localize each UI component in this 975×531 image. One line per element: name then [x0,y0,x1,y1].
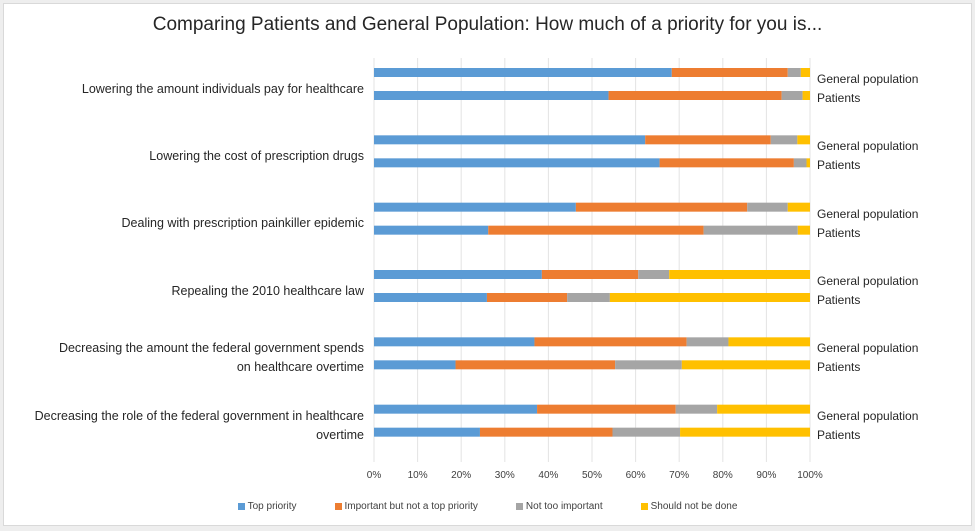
bar-segment-top-priority [374,427,480,437]
bar-segment-important-but-not-a-top-priority [575,202,748,212]
series-label: General population [817,341,919,356]
legend-swatch [515,503,523,510]
series-label: General population [817,408,919,423]
bar-segment-top-priority [374,135,646,145]
bar-segment-top-priority [374,360,456,370]
x-tick-label: 80% [712,470,733,481]
x-tick-label: 50% [581,470,603,481]
bar-segment-important-but-not-a-top-priority [479,427,613,437]
x-tick-label: 0% [366,470,382,481]
series-label: Patients [817,293,861,307]
bar-segment-should-not-be-done [728,337,810,347]
legend-swatch [237,503,245,510]
bar-segment-not-too-important [793,158,807,168]
series-label: Patients [817,427,861,442]
x-tick-label: 70% [669,470,690,481]
bar-segment-should-not-be-done [806,158,810,168]
x-tick-label: 30% [494,470,515,481]
legend-item: Top priority [237,501,297,512]
legend-swatch [334,503,342,510]
bar-segment-should-not-be-done [802,91,810,100]
bar-segment-should-not-be-done [609,293,810,302]
series-label: Patients [817,91,861,105]
bar-segment-top-priority [374,270,542,279]
bar-segment-top-priority [374,202,576,212]
category-label: Decreasing the amount the federal govern… [58,341,364,375]
bar-segment-important-but-not-a-top-priority [486,293,568,302]
bar-segment-should-not-be-done [787,202,810,212]
bar-segment-not-too-important [612,427,681,437]
bar-segment-top-priority [374,337,535,347]
bar-segment-important-but-not-a-top-priority [645,135,771,145]
x-tick-label: 10% [407,470,428,481]
bar-segment-important-but-not-a-top-priority [671,68,788,77]
series-label: General population [817,139,919,154]
x-tick-label: 90% [756,470,777,481]
bar-segment-top-priority [374,293,487,302]
x-tick-label: 100% [797,470,823,481]
bar-segment-not-too-important [675,404,718,414]
category-label: Repealing the 2010 healthcare law [171,283,365,298]
series-label: Patients [817,158,861,173]
bar-segment-important-but-not-a-top-priority [534,337,687,347]
chart-legend: Top priority Important but not a top prio… [0,501,975,512]
bar-segment-top-priority [374,68,672,77]
bar-segment-should-not-be-done [797,135,810,145]
category-label: Lowering the cost of prescription drugs [149,148,364,163]
legend-label: Should not be done [650,501,738,512]
category-label: Dealing with prescription painkiller epi… [121,216,364,231]
legend-item: Important but not a top priority [334,501,478,512]
bar-segment-important-but-not-a-top-priority [541,270,639,279]
bar-segment-not-too-important [615,360,682,370]
bar-segment-should-not-be-done [797,225,810,235]
x-tick-label: 40% [538,470,559,481]
bar-segment-should-not-be-done [717,404,810,414]
legend-label: Top priority [247,501,297,512]
bar-segment-not-too-important [747,202,788,212]
bar-segment-top-priority [374,404,538,414]
series-label: Patients [817,225,861,240]
bar-segment-top-priority [374,158,660,168]
bar-segment-important-but-not-a-top-priority [537,404,676,414]
bar-segment-not-too-important [703,225,798,235]
category-label: Lowering the amount individuals pay for … [81,81,364,96]
bar-segment-should-not-be-done [681,360,810,370]
legend-item: Should not be done [640,501,738,512]
series-label: General population [817,72,919,86]
series-label: General population [817,206,919,221]
category-label: Decreasing the role of the federal gover… [34,408,364,442]
bar-segment-not-too-important [787,68,801,77]
series-label: General population [817,274,919,288]
bar-segment-should-not-be-done [680,427,810,437]
bar-segment-not-too-important [781,91,803,100]
bar-segment-top-priority [374,225,489,235]
bar-segment-not-too-important [638,270,670,279]
legend-item: Not too important [515,501,603,512]
legend-label: Important but not a top priority [344,501,478,512]
bar-segment-important-but-not-a-top-priority [455,360,616,370]
bar-segment-not-too-important [770,135,798,145]
series-label: Patients [817,360,861,375]
legend-label: Not too important [525,501,603,512]
bar-segment-should-not-be-done [800,68,810,77]
bar-segment-important-but-not-a-top-priority [608,91,782,100]
bar-segment-important-but-not-a-top-priority [659,158,794,168]
bar-segment-should-not-be-done [669,270,810,279]
bar-segment-important-but-not-a-top-priority [488,225,704,235]
x-tick-label: 60% [625,470,646,481]
chart-title: Comparing Patients and General Populatio… [152,14,823,35]
x-tick-label: 20% [451,470,472,481]
bar-segment-not-too-important [567,293,610,302]
bar-segment-not-too-important [686,337,729,347]
bar-segment-top-priority [374,91,609,100]
legend-swatch [640,503,648,510]
